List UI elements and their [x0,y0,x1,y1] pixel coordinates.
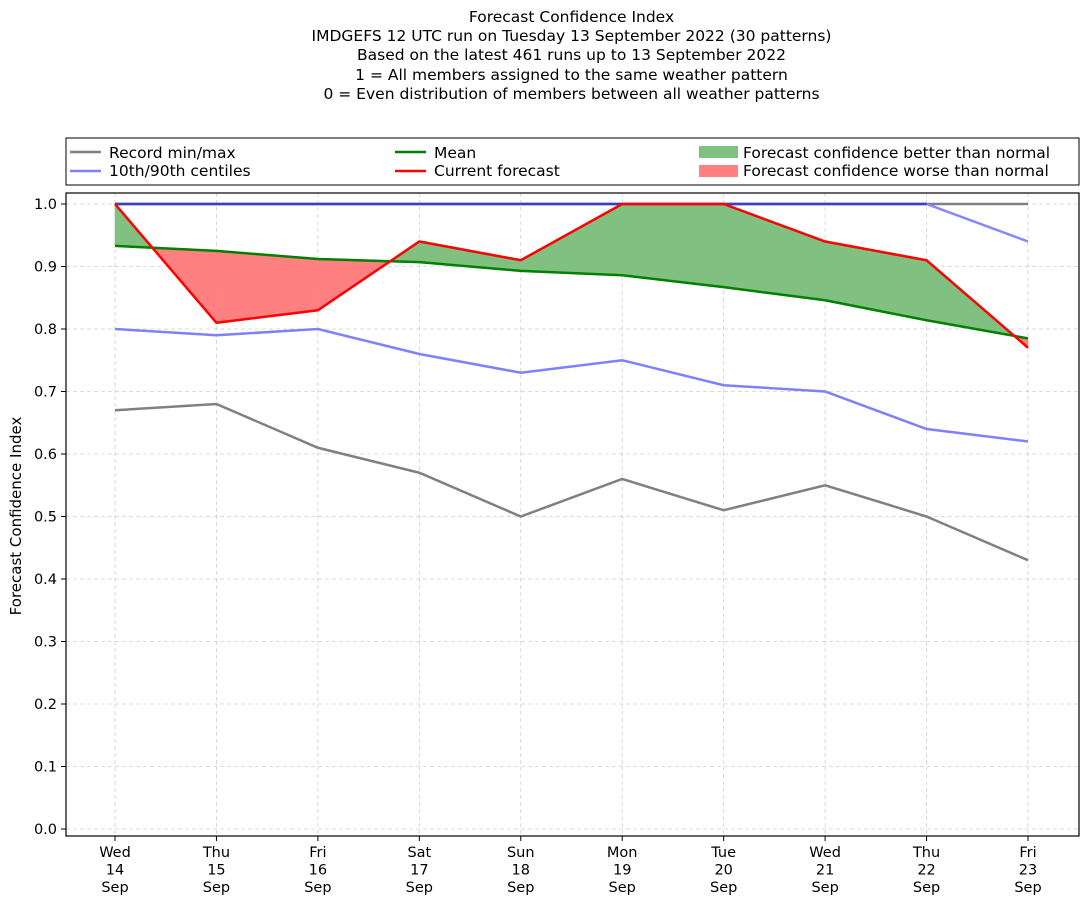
x-tick-label: Thu [202,845,230,861]
legend-label-better: Forecast confidence better than normal [743,144,1050,162]
fill-better-than-normal [723,203,826,301]
chart-subtitle-run: IMDGEFS 12 UTC run on Tuesday 13 Septemb… [311,27,832,46]
y-tick-label: 0.2 [34,697,57,713]
legend-label-current: Current forecast [434,162,560,180]
mean-line [114,244,1029,340]
legend-item-better: Forecast confidence better than normal [699,144,1050,162]
legend-item-current: Current forecast [395,162,560,180]
x-tick-label: Wed [99,845,131,861]
legend-label-mean: Mean [434,144,476,162]
y-tick-label: 0.0 [34,822,57,838]
x-tick-label: Tue [710,845,736,861]
legend-item-centiles: 10th/90th centiles [70,162,251,180]
y-tick-label: 1.0 [34,197,57,213]
x-tick-label: 23 [1019,863,1037,879]
x-tick-label: Sep [609,880,636,896]
plot-frame [65,192,1080,837]
y-axis-label: Forecast Confidence Index [7,417,25,616]
current-forecast-line [114,202,1029,349]
y-tick-label: 0.3 [34,635,57,651]
legend-item-record: Record min/max [70,144,236,162]
y-tick-label: 0.1 [34,760,57,776]
legend-swatch-worse [699,165,738,177]
x-tick-label: 17 [410,863,428,879]
legend-item-mean: Mean [395,144,476,162]
x-tick-label: 22 [917,863,935,879]
x-tick-label: Sep [913,880,940,896]
x-tick-label: Sep [710,880,737,896]
x-tick-label: Sep [406,880,433,896]
x-tick-label: Sep [811,880,838,896]
legend-label-worse: Forecast confidence worse than normal [743,162,1049,180]
x-tick-label: 20 [714,863,732,879]
x-tick-label: 21 [816,863,834,879]
x-tick-label: Sun [507,845,535,861]
fill-better-than-normal [824,241,927,321]
x-tick-label: Sep [507,880,534,896]
y-tick-label: 0.4 [34,572,57,588]
legend-label-record: Record min/max [109,144,236,162]
chart-subtitle-scale-zero: 0 = Even distribution of members between… [323,84,820,103]
x-tick-label: Sep [1014,880,1041,896]
chart-title-block: Forecast Confidence Index IMDGEFS 12 UTC… [0,8,1092,104]
x-tick-label: Sep [203,880,230,896]
chart-title: Forecast Confidence Index [468,8,675,26]
legend-label-centiles: 10th/90th centiles [109,162,251,180]
y-tick-label: 0.9 [34,260,57,276]
x-tick-label: 14 [106,863,124,879]
y-tick-label: 0.5 [34,510,57,526]
x-tick-label: Fri [309,845,326,861]
legend: Record min/max 10th/90th centiles Mean C… [65,137,1080,186]
fill-better-than-normal [621,203,724,288]
x-tick-label: 19 [613,863,631,879]
legend-frame [65,137,1080,186]
fill-better-than-normal [520,203,623,276]
y-axis: 0.0 0.1 0.2 0.3 0.4 0.5 0.6 0.7 0.8 0.9 1.0 [34,197,66,838]
x-tick-label: Sep [304,880,331,896]
confidence-fills [114,203,1029,349]
y-tick-label: 0.6 [34,447,57,463]
chart-subtitle-scale-one: 1 = All members assigned to the same wea… [355,65,788,84]
legend-item-worse: Forecast confidence worse than normal [699,162,1049,180]
y-tick-label: 0.7 [34,385,57,401]
x-axis: Wed14SepThu15SepFri16SepSat17SepSun18Sep… [99,836,1042,896]
chart-subtitle-basis: Based on the latest 461 runs up to 13 Se… [357,46,786,65]
x-tick-label: 18 [512,863,530,879]
x-tick-label: 15 [207,863,225,879]
centile-10-line [114,327,1029,443]
y-tick-label: 0.8 [34,322,57,338]
x-tick-label: Sep [101,880,128,896]
x-tick-label: Mon [607,845,638,861]
series-lines [114,202,1029,562]
x-tick-label: Thu [912,845,940,861]
record-min-line [114,402,1029,562]
x-tick-label: Fri [1019,845,1036,861]
x-tick-label: 16 [309,863,327,879]
x-tick-label: Sat [407,845,431,861]
x-tick-label: Wed [809,845,841,861]
legend-swatch-better [699,146,738,158]
